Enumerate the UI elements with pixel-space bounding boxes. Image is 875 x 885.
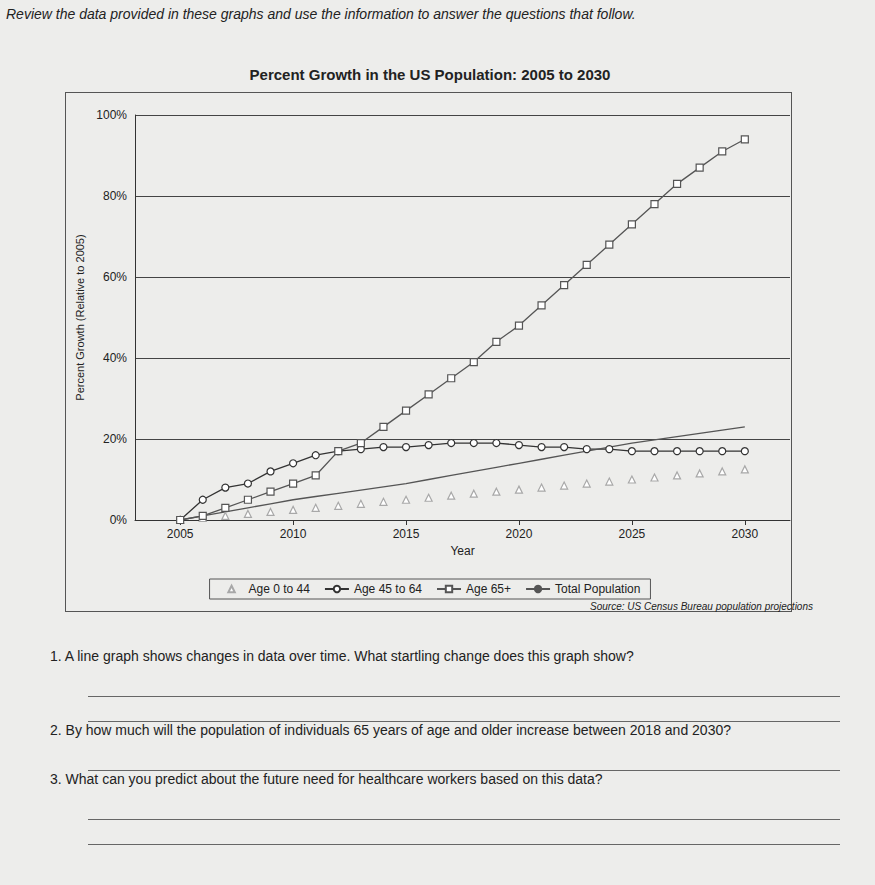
svg-text:20%: 20% xyxy=(103,432,127,446)
svg-text:Age 65+: Age 65+ xyxy=(466,582,511,596)
svg-text:2015: 2015 xyxy=(393,527,420,541)
svg-text:100%: 100% xyxy=(96,108,127,122)
svg-text:2025: 2025 xyxy=(619,527,646,541)
html-text:2. By how much will the popula: 2. By how much will the population of in… xyxy=(50,722,731,738)
svg-text:40%: 40% xyxy=(103,351,127,365)
html-text:1. A line graph shows changes: 1. A line graph shows changes in data ov… xyxy=(50,648,634,664)
html-text:3. What can you predict about: 3. What can you predict about the future… xyxy=(50,771,603,787)
svg-text:2030: 2030 xyxy=(731,527,758,541)
svg-text:Age 0 to 44: Age 0 to 44 xyxy=(249,582,311,596)
svg-text:Year: Year xyxy=(450,544,474,558)
svg-text:Percent Growth in the US Popul: Percent Growth in the US Population: 200… xyxy=(250,66,611,83)
html-text:Review the data provided in th: Review the data provided in these graphs… xyxy=(6,6,636,22)
svg-text:Percent Growth (Relative to 20: Percent Growth (Relative to 2005) xyxy=(74,234,86,400)
svg-text:2020: 2020 xyxy=(506,527,533,541)
svg-text:80%: 80% xyxy=(103,189,127,203)
svg-text:Age 45 to 64: Age 45 to 64 xyxy=(354,582,422,596)
svg-text:2010: 2010 xyxy=(280,527,307,541)
svg-text:0%: 0% xyxy=(110,513,128,527)
svg-text:2005: 2005 xyxy=(167,527,194,541)
svg-text:Total Population: Total Population xyxy=(555,582,640,596)
svg-text:60%: 60% xyxy=(103,270,127,284)
html-text:Source: US Census Bureau popul: Source: US Census Bureau population proj… xyxy=(590,601,813,612)
